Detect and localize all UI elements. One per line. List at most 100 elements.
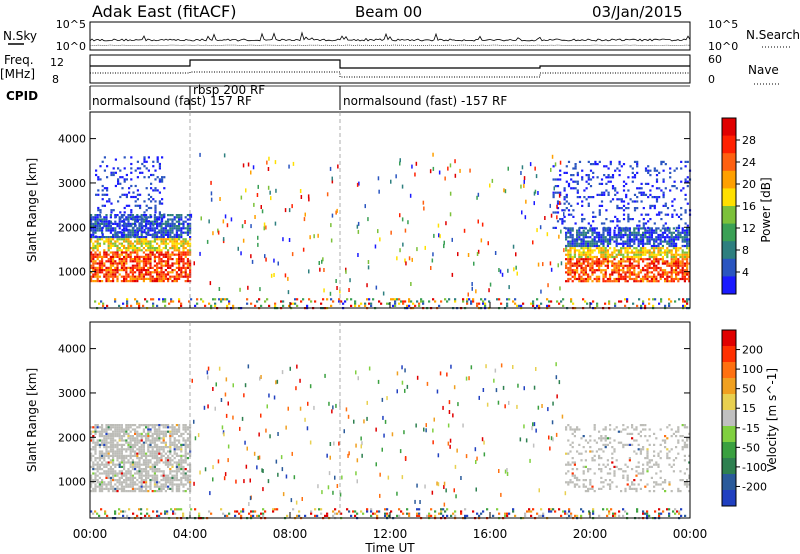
echo-cell [642,218,645,221]
echo-cell [162,231,165,234]
echo-cell [646,448,649,451]
echo-cell [173,216,176,219]
echo-cell [180,481,183,484]
echo-cell [600,255,603,259]
echo-cell [609,247,612,250]
echo-cell [274,508,277,511]
echo-cell [637,266,640,270]
echo-cell [184,238,187,241]
echo-cell [171,483,174,486]
echo-cell [606,277,609,281]
echo-cell [422,200,425,205]
echo-cell [116,454,119,457]
echo-cell [613,472,616,475]
echo-cell [614,189,617,192]
echo-cell [160,249,163,252]
echo-cell [642,302,645,305]
echo-cell [186,452,189,455]
echo-cell [288,238,291,242]
echo-cell [106,514,109,517]
echo-cell [160,225,163,228]
echo-cell [92,430,95,433]
echo-cell [615,236,618,239]
echo-cell [250,510,253,513]
echo-cell [95,235,98,238]
echo-cell [642,249,645,252]
echo-cell [600,236,603,239]
echo-cell [184,457,187,460]
echo-cell [616,224,619,227]
echo-cell [162,474,165,477]
echo-cell [98,439,101,442]
echo-cell [472,298,475,301]
echo-cell [583,218,586,221]
echo-cell [646,470,649,473]
echo-cell [313,234,315,239]
echo-cell [628,255,631,259]
echo-cell [679,260,682,263]
echo-cell [182,244,185,247]
echo-cell [587,229,590,232]
echo-cell [147,448,150,451]
echo-cell [108,200,111,203]
echo-cell [354,510,357,513]
echo-cell [131,247,134,250]
echo-cell [145,472,148,475]
echo-cell [171,214,174,217]
echo-cell [151,476,154,479]
echo-cell [167,271,170,274]
echo-cell [686,255,689,259]
echo-cell [152,233,155,236]
echo-cell [602,485,605,488]
echo-cell [675,446,678,449]
echo-cell [559,174,562,177]
echo-cell [96,485,99,488]
echo-cell [114,298,117,301]
echo-cell [633,271,636,274]
echo-cell [587,178,590,181]
echo-cell [99,215,102,218]
echo-cell [330,223,332,228]
echo-cell [360,510,363,513]
echo-cell [136,255,139,258]
echo-cell [109,271,112,274]
echo-cell [684,160,687,163]
echo-cell [573,428,576,431]
echo-cell [626,229,629,232]
echo-cell [622,163,626,166]
echo-cell [94,448,97,451]
echo-cell [598,463,601,466]
echo-cell [173,446,176,449]
echo-cell [171,244,174,247]
echo-cell [98,264,101,267]
echo-cell [127,255,130,258]
echo-cell [620,198,623,201]
echo-cell [633,160,637,163]
echo-cell [136,437,139,440]
echo-cell [145,187,148,190]
echo-cell [571,481,574,484]
echo-cell [97,176,100,179]
echo-cell [147,242,150,245]
echo-cell [604,443,607,446]
echo-cell [160,266,163,269]
echo-cell [178,465,181,468]
echo-cell [107,490,110,493]
echo-cell [131,218,134,221]
echo-cell [600,242,603,245]
echo-cell [180,222,183,225]
echo-cell [655,174,659,177]
echo-cell [569,253,572,256]
echo-cell [109,225,112,228]
echo-cell [129,441,132,444]
echo-cell [164,225,167,228]
echo-cell [631,481,634,484]
echo-cell [587,253,590,256]
echo-cell [156,448,159,451]
echo-cell [590,302,593,305]
echo-cell [103,222,106,225]
echo-cell [657,253,660,256]
echo-cell [173,483,176,486]
echo-cell [186,225,189,228]
echo-cell [659,253,662,256]
